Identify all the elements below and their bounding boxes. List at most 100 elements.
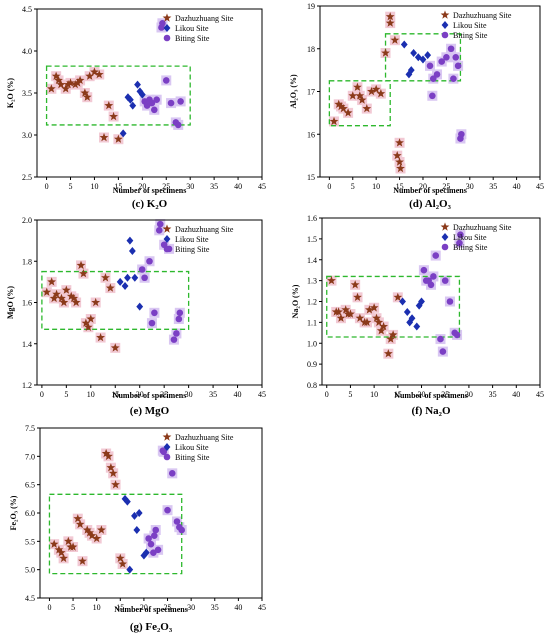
legend-label-biting: Biting Site <box>453 243 488 252</box>
x-tick-label: 0 <box>40 390 44 399</box>
x-tick-label: 45 <box>258 603 266 612</box>
data-point-biting <box>174 121 182 129</box>
data-point-biting <box>425 277 432 284</box>
data-point-dazhuzhuang <box>104 451 113 461</box>
data-point-likou <box>116 277 124 286</box>
x-tick-label: 45 <box>536 390 544 399</box>
range-box <box>41 270 190 330</box>
data-point-dazhuzhuang <box>42 287 52 296</box>
data-point-likou <box>128 246 136 255</box>
x-tick-label: 25 <box>162 182 170 191</box>
data-point-dazhuzhuang <box>62 285 71 294</box>
data-point-likou <box>135 509 143 517</box>
data-point-dazhuzhuang <box>47 84 56 93</box>
x-tick-label: 30 <box>465 390 473 399</box>
panel-caption: (c) K₂O <box>132 198 168 210</box>
data-point-dazhuzhuang <box>115 553 125 563</box>
data-point-likou <box>123 497 131 506</box>
data-point-biting <box>146 257 153 265</box>
y-tick-label: 1.1 <box>307 318 317 327</box>
data-point-likou <box>142 548 150 557</box>
series-biting <box>141 19 184 129</box>
data-point-likou <box>129 101 137 110</box>
legend-label-biting: Biting Site <box>175 245 210 254</box>
legend-marker-biting <box>163 453 171 461</box>
data-point-biting <box>426 62 434 70</box>
legend-marker-likou <box>163 235 171 243</box>
data-point-likou <box>403 307 411 316</box>
data-point-dazhuzhuang <box>118 559 127 568</box>
data-point-biting <box>433 71 441 78</box>
x-tick-label: 10 <box>370 390 378 399</box>
x-tick-label: 20 <box>418 390 426 399</box>
y-tick-label: 1.4 <box>307 256 317 265</box>
plot-frame <box>39 427 263 599</box>
chart-panel-mgo: 0 5 10 15 20 25 30 35 40 45 1.2 1.4 1.6 1.8 2.0 Number … <box>6 216 266 417</box>
legend-marker-dazhuzhuang <box>162 13 172 22</box>
data-point-biting <box>150 106 158 114</box>
data-point-dazhuzhuang <box>339 104 348 113</box>
y-tick-label: 3.0 <box>22 131 32 140</box>
x-tick-label: 40 <box>512 390 520 399</box>
data-point-biting <box>429 75 437 82</box>
data-point-biting <box>439 348 447 355</box>
data-point-dazhuzhuang <box>85 528 94 537</box>
series-likou <box>399 297 425 331</box>
y-tick-label: 15 <box>307 173 315 182</box>
plot-frame <box>36 8 263 178</box>
x-tick-label: 0 <box>45 182 49 191</box>
data-point-dazhuzhuang <box>388 330 398 339</box>
legend-label-dazhuzhuang: Dazhuzhuang Site <box>175 433 234 442</box>
y-tick-label: 4.0 <box>22 47 32 56</box>
y-tick-label: 16 <box>307 130 315 139</box>
data-point-dazhuzhuang <box>106 283 115 292</box>
series-biting <box>145 447 186 556</box>
data-point-likou <box>418 297 425 306</box>
range-box <box>48 493 183 575</box>
data-point-likou <box>410 49 418 58</box>
x-tick-label: 15 <box>116 603 124 612</box>
x-tick-label: 40 <box>513 182 521 191</box>
legend-marker-likou <box>163 443 171 451</box>
x-tick-label: 35 <box>489 182 497 191</box>
x-tick-label: 30 <box>187 603 195 612</box>
chart-panel-fe2o3: 0 5 10 15 20 25 30 35 40 45 4.5 5.0 5.5 6.0 6.5 7.0 7.5 N… <box>9 424 266 633</box>
data-point-dazhuzhuang <box>350 280 360 289</box>
x-tick-label: 15 <box>114 182 122 191</box>
data-point-biting <box>145 535 152 542</box>
data-point-biting <box>429 92 436 100</box>
data-point-dazhuzhuang <box>84 322 93 331</box>
range-box <box>326 275 461 338</box>
legend-label-dazhuzhuang: Dazhuzhuang Site <box>175 14 234 23</box>
data-point-dazhuzhuang <box>372 313 381 322</box>
data-point-dazhuzhuang <box>92 533 102 543</box>
data-point-biting <box>452 54 460 61</box>
data-point-dazhuzhuang <box>64 536 73 546</box>
x-axis-label: Number of specimens <box>113 391 187 400</box>
data-point-biting <box>168 470 176 477</box>
data-point-dazhuzhuang <box>334 307 343 316</box>
panel-caption: (d) Al₂O₃ <box>409 198 451 210</box>
y-tick-label: 5.5 <box>25 537 35 546</box>
legend-label-biting: Biting Site <box>175 34 210 43</box>
data-point-dazhuzhuang <box>75 519 85 529</box>
data-point-dazhuzhuang <box>47 277 56 286</box>
legend-marker-biting <box>441 243 449 251</box>
data-point-dazhuzhuang <box>76 260 86 270</box>
y-tick-label: 1.5 <box>307 235 317 244</box>
data-point-biting <box>420 266 428 274</box>
range-box <box>45 65 191 126</box>
data-point-dazhuzhuang <box>49 539 59 548</box>
x-tick-label: 20 <box>136 390 144 399</box>
data-point-biting <box>457 231 464 238</box>
data-point-likou <box>140 551 148 560</box>
data-point-dazhuzhuang <box>343 309 353 318</box>
data-point-likou <box>407 66 415 75</box>
data-point-dazhuzhuang <box>367 86 376 96</box>
data-point-biting <box>170 336 178 343</box>
data-point-dazhuzhuang <box>355 313 365 322</box>
data-point-biting <box>173 518 181 525</box>
data-point-likou <box>399 297 406 306</box>
range-box <box>328 80 391 127</box>
x-tick-label: 35 <box>489 390 497 399</box>
